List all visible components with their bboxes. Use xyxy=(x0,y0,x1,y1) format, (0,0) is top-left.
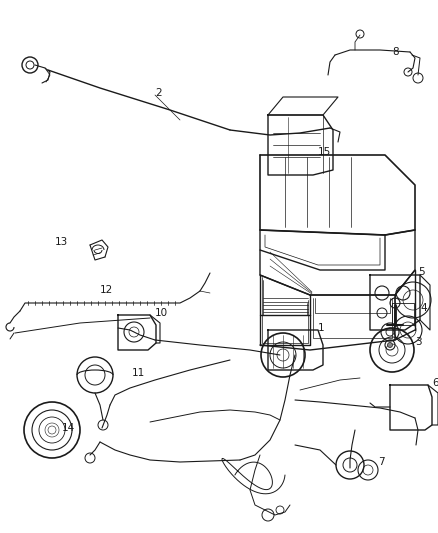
Text: 2: 2 xyxy=(155,88,162,98)
Text: 7: 7 xyxy=(378,457,385,467)
Text: 15: 15 xyxy=(318,147,331,157)
Text: 12: 12 xyxy=(100,285,113,295)
Text: 6: 6 xyxy=(432,378,438,388)
Text: 10: 10 xyxy=(155,308,168,318)
Text: 4: 4 xyxy=(420,303,427,313)
Text: 14: 14 xyxy=(62,423,75,433)
Text: 1: 1 xyxy=(318,323,325,333)
Text: 11: 11 xyxy=(132,368,145,378)
Text: 13: 13 xyxy=(55,237,68,247)
Text: 3: 3 xyxy=(415,337,422,347)
Text: 8: 8 xyxy=(392,47,399,57)
Circle shape xyxy=(388,343,392,348)
Text: 5: 5 xyxy=(418,267,424,277)
